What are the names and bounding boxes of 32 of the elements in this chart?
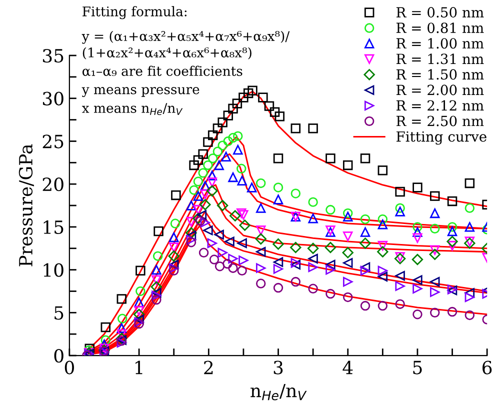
y-axis-title: Pressure/GPa [18, 144, 34, 266]
x-tick-label: 4 [342, 360, 353, 374]
x-tick-label: 5 [413, 360, 422, 374]
y-tick-label: 15 [44, 220, 64, 234]
text: Fitting formula: [82, 6, 186, 20]
legend-label: R = 2.50 nm [396, 116, 484, 126]
y-tick-label: 0 [54, 348, 64, 363]
y-tick-label: 25 [42, 134, 64, 148]
x-tick-label: 1 [136, 360, 142, 374]
legend-label: R = 0.50 nm [396, 7, 484, 18]
y-tick-label: 35 [42, 48, 64, 63]
x-tick-label: 0 [64, 360, 74, 374]
x-axis-title: n$_{He}$/n$_{V}$ [250, 384, 307, 400]
x-tick-label: 3 [274, 360, 283, 374]
legend-label: R = 2.12 nm [396, 100, 484, 111]
x-tick-label: 6 [482, 360, 492, 374]
legend-label: Fitting curve [396, 131, 486, 145]
y-tick-label: 5 [54, 306, 64, 320]
legend-label: R = 1.50 nm [396, 69, 484, 80]
legend-label: R = 2.00 nm [396, 84, 484, 96]
y-tick-label: 30 [42, 92, 64, 106]
y-tick-label: 10 [44, 263, 64, 277]
legend-label: R = 1.00 nm [396, 38, 484, 49]
text: y = (α₁+α₃x²+α₅x⁴+α₇x⁶+α₉x⁸)/ [82, 30, 290, 44]
legend-label: R = 0.81 nm [396, 22, 484, 34]
x-tick-label: 2 [204, 360, 213, 374]
annotation: x means n$_{He}$/n$_{V}$ [82, 103, 183, 116]
y-tick-label: 20 [42, 178, 64, 192]
annotation: (1+α₂x²+α₄x⁴+α₆x⁶+α₈x⁸) [82, 47, 252, 60]
legend-label: R = 1.31 nm [396, 54, 484, 64]
annotation: y means pressure [82, 87, 200, 98]
annotation: α₁–α₉ are fit coefficients [82, 66, 242, 76]
